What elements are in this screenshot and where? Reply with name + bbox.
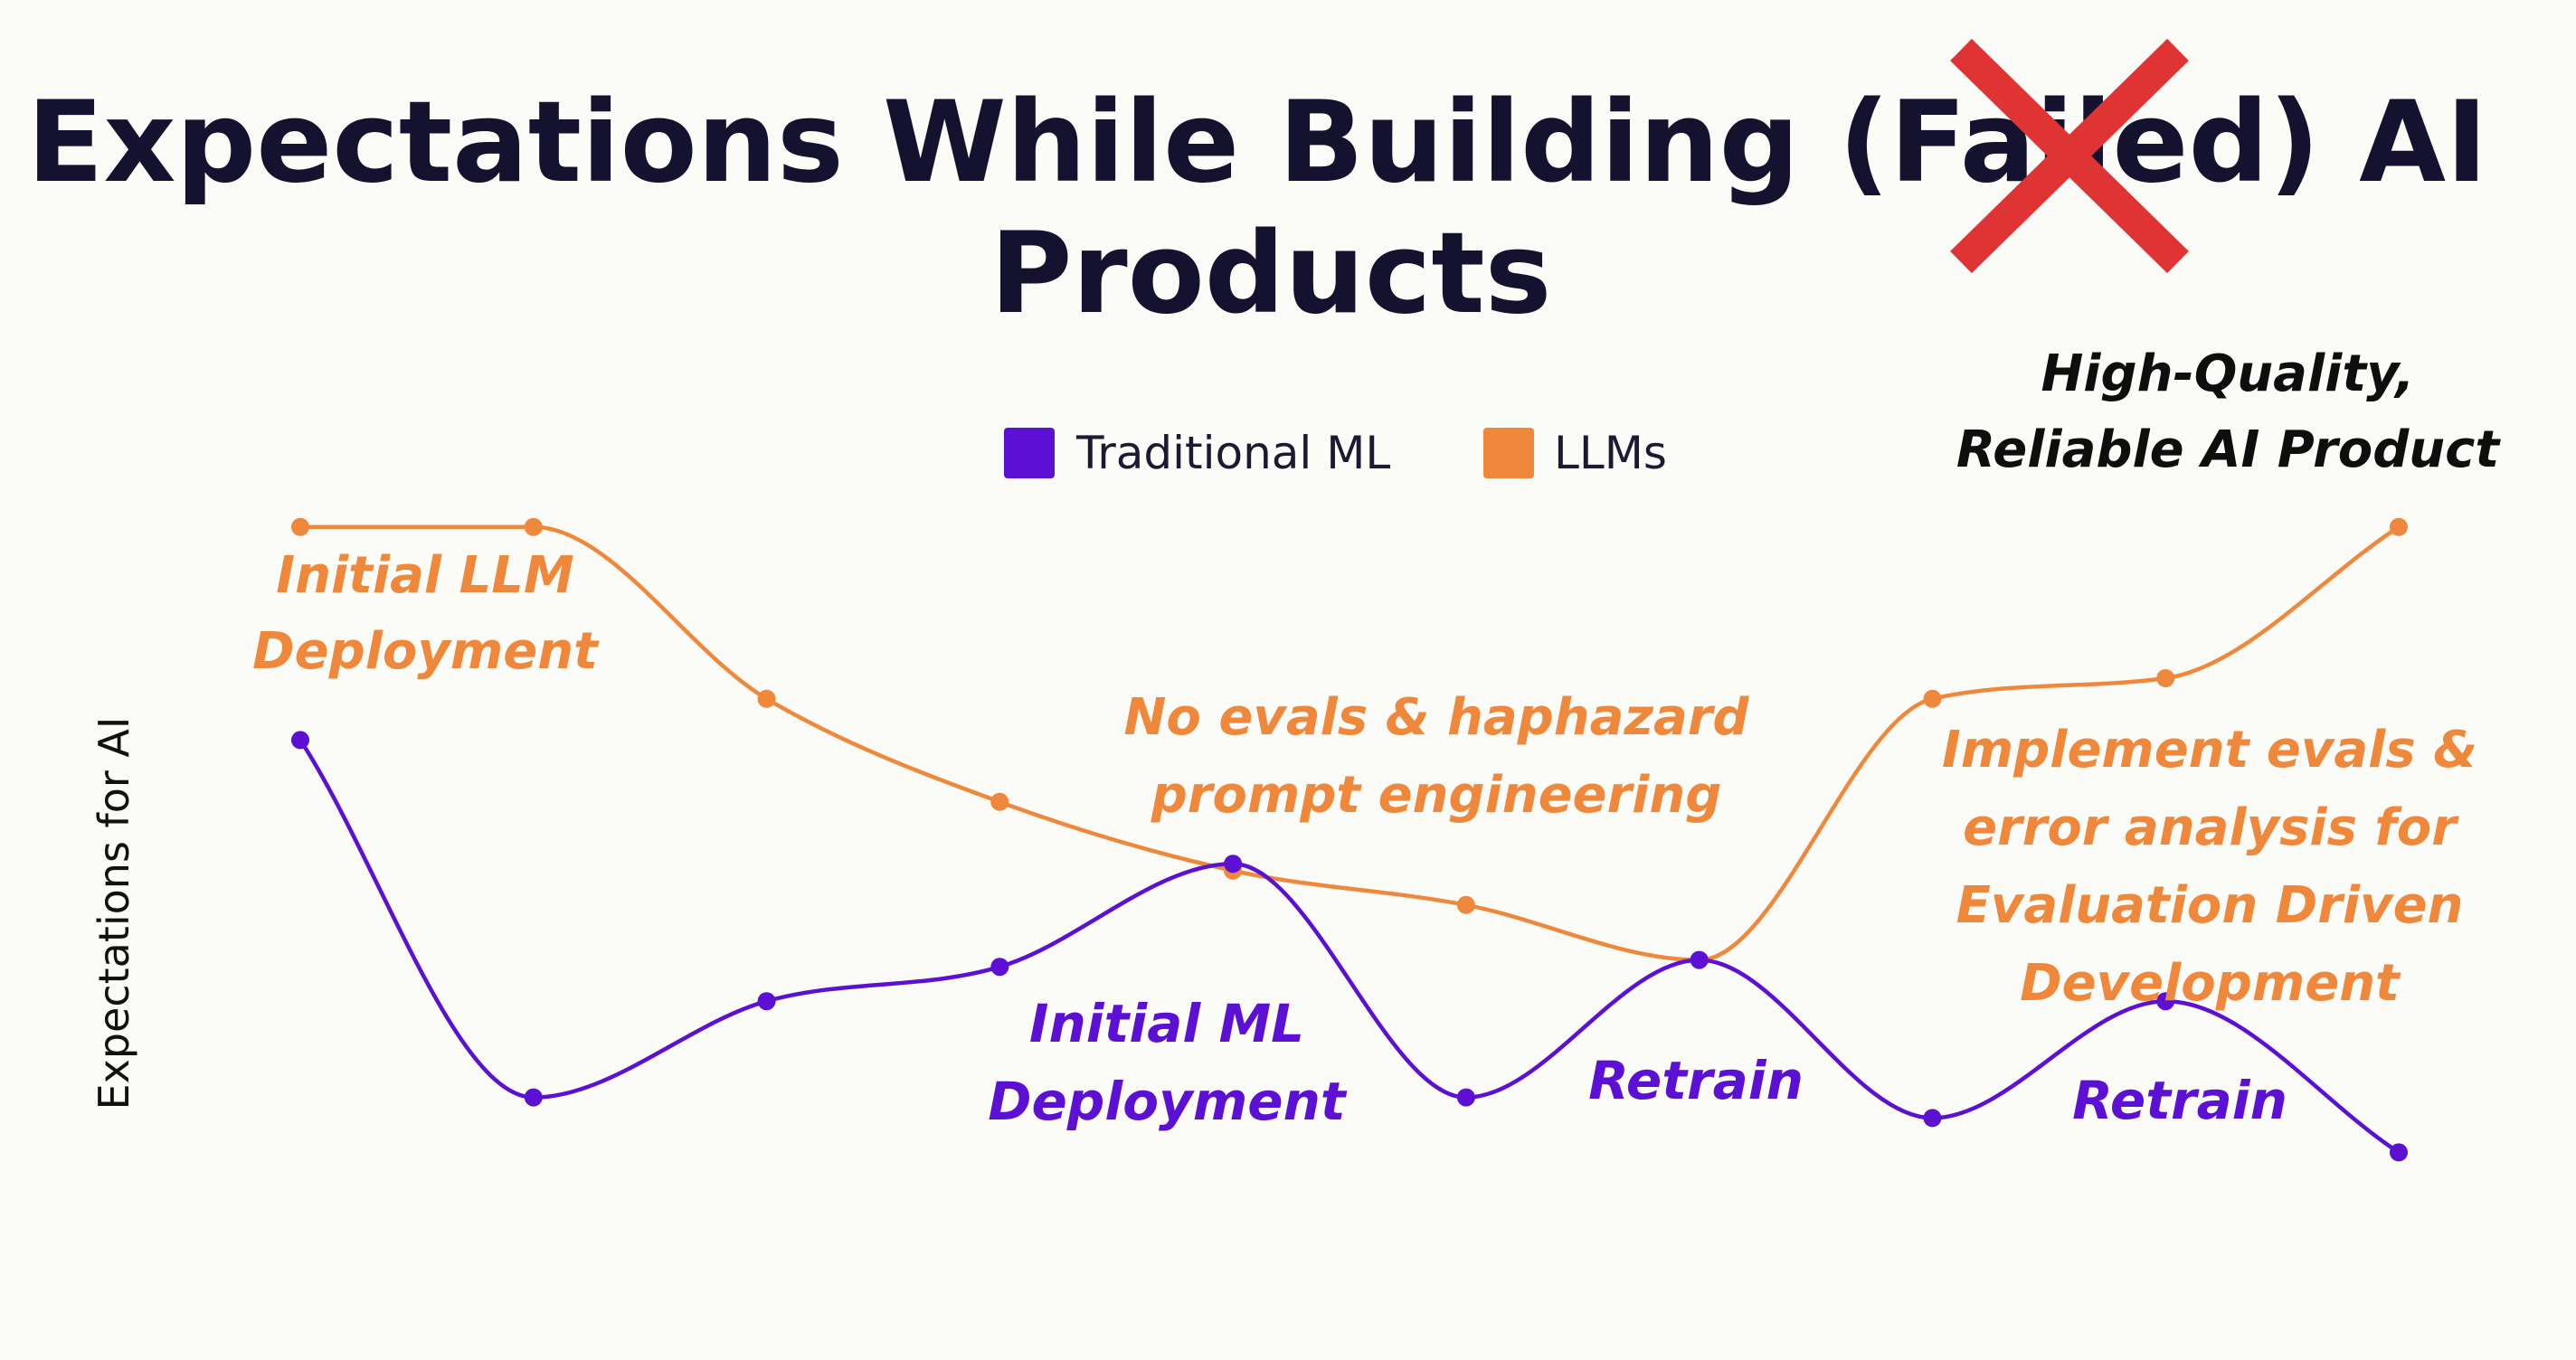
data-point-traditional-ml-8 — [1923, 1109, 1942, 1128]
strike-x-icon — [1950, 38, 2189, 274]
data-point-traditional-ml-10 — [2390, 1143, 2408, 1162]
data-point-traditional-ml-1 — [291, 731, 309, 750]
legend-swatch-traditional-ml — [1004, 428, 1055, 478]
title-line-2: Products — [990, 209, 1552, 339]
data-point-traditional-ml-3 — [757, 992, 776, 1011]
data-point-llms-1 — [291, 517, 309, 536]
data-point-traditional-ml-4 — [990, 958, 1009, 977]
annotation-5: Retrain — [1588, 1050, 1804, 1111]
data-point-llms-4 — [990, 792, 1009, 811]
data-point-llms-6 — [1456, 895, 1475, 914]
data-point-llms-3 — [757, 689, 776, 708]
annotation-1: Initial LLM Deployment — [252, 546, 600, 681]
annotation-7: High-Quality, Reliable AI Product — [1956, 345, 2501, 479]
legend-label-llms: LLMs — [1554, 427, 1667, 479]
data-point-llms-2 — [524, 517, 543, 536]
legend-label-traditional-ml: Traditional ML — [1075, 427, 1390, 479]
data-point-llms-10 — [2390, 517, 2408, 536]
data-point-traditional-ml-9 — [2156, 992, 2175, 1011]
data-point-traditional-ml-5 — [1224, 855, 1243, 874]
data-point-llms-8 — [1923, 689, 1942, 708]
series-line-traditional-ml — [298, 739, 2401, 1155]
annotation-4: Initial ML Deployment — [988, 993, 1348, 1132]
annotation-3: Implement evals & error analysis for Evalu… — [1942, 721, 2477, 1013]
data-point-llms-9 — [2156, 669, 2175, 687]
data-point-traditional-ml-7 — [1690, 950, 1709, 969]
annotations: Initial LLM Deployment No evals & haphazar… — [252, 345, 2501, 1132]
annotation-2: No evals & haphazard prompt engineering — [1124, 688, 1750, 825]
y-axis-label: Expectations for AI — [90, 717, 138, 1110]
legend: Traditional ML LLMs — [1004, 427, 1667, 479]
plot-area — [291, 517, 2408, 1162]
series-line-llms — [300, 524, 2401, 962]
data-point-traditional-ml-2 — [524, 1088, 543, 1107]
data-point-traditional-ml-6 — [1456, 1088, 1475, 1107]
annotation-6: Retrain — [2072, 1070, 2287, 1131]
legend-swatch-llms — [1483, 428, 1534, 478]
chart-title: Expectations While Building (Failed) AI … — [27, 38, 2487, 339]
